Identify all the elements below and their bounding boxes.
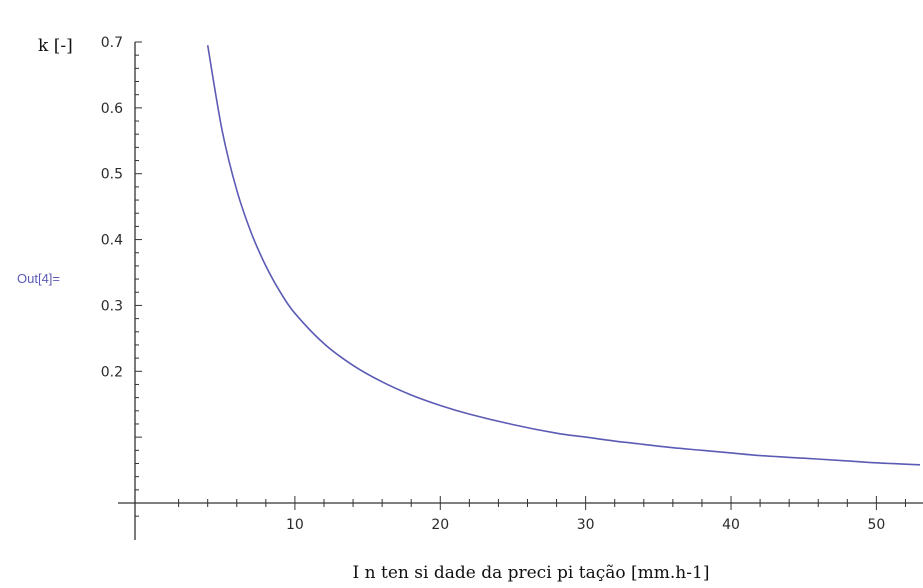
x-tick-label: 30 — [577, 517, 595, 533]
output-cell-label: Out[4]= — [17, 271, 60, 286]
series-line — [206, 45, 921, 466]
x-tick-label: 10 — [286, 517, 304, 533]
x-tick-label: 40 — [722, 517, 740, 533]
y-tick-label: 0.2 — [101, 364, 123, 380]
y-tick-label: 0.5 — [101, 167, 123, 183]
y-tick-label: 0.7 — [101, 35, 123, 51]
y-tick-label: 0.6 — [101, 101, 123, 117]
y-tick-label: 0.4 — [101, 233, 123, 249]
y-tick-label: 0.3 — [101, 298, 123, 314]
x-tick-label: 20 — [431, 517, 449, 533]
y-axis-label: k [-] — [38, 36, 73, 56]
x-tick-label: 50 — [867, 517, 885, 533]
series-layer — [206, 45, 921, 466]
axes — [118, 42, 923, 540]
x-axis-label: I n ten si dade da preci pi tação [mm.h-… — [353, 563, 710, 583]
ticks: 10 20 30 40 50 0.2 0.3 0.4 0.5 0.6 0.7 — [101, 35, 906, 533]
